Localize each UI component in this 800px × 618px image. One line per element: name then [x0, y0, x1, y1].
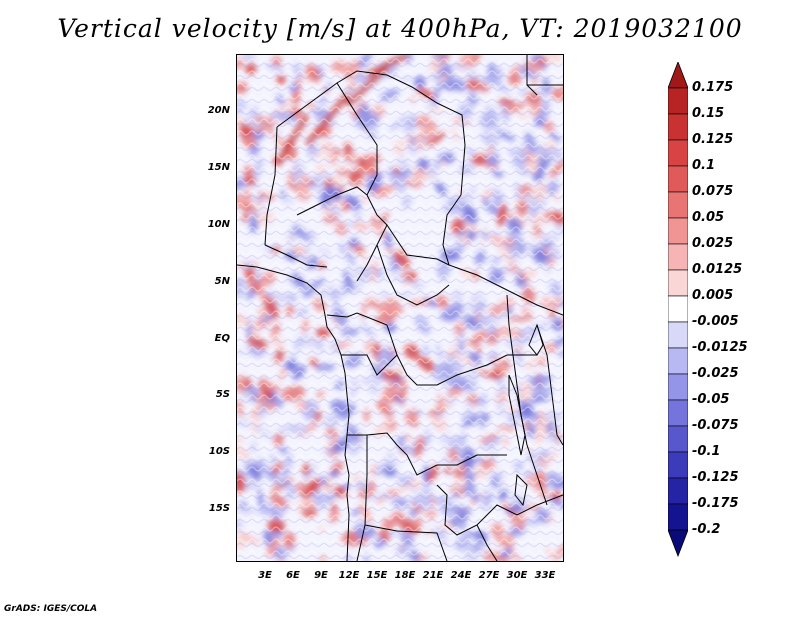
x-tick-label: 15E — [366, 570, 388, 581]
colorbar-label: 0.125 — [692, 132, 734, 147]
map-field — [237, 55, 563, 561]
colorbar-label: -0.175 — [692, 496, 739, 511]
footer-credit: GrADS: IGES/COLA — [4, 604, 98, 614]
colorbar-swatch — [668, 217, 688, 245]
colorbar-swatch — [668, 373, 688, 401]
colorbar-top-arrow — [668, 62, 688, 89]
x-tick-label: 33E — [534, 570, 556, 581]
x-tick-label: 27E — [478, 570, 500, 581]
colorbar-label: -0.005 — [692, 314, 739, 329]
colorbar-swatch — [668, 269, 688, 297]
colorbar-swatch — [668, 425, 688, 453]
x-tick-label: 9E — [314, 570, 328, 581]
velocity-map — [236, 54, 564, 562]
colorbar-swatch — [668, 321, 688, 349]
colorbar-label: 0.025 — [692, 236, 734, 251]
colorbar-swatch — [668, 295, 688, 323]
colorbar-label: -0.05 — [692, 392, 730, 407]
x-tick-label: 3E — [258, 570, 272, 581]
colorbar-swatch — [668, 139, 688, 167]
y-tick-label: 10N — [207, 219, 230, 230]
colorbar-swatch — [668, 399, 688, 427]
x-tick-label: 18E — [394, 570, 416, 581]
y-tick-label: EQ — [214, 333, 230, 344]
colorbar-bottom-arrow — [668, 529, 688, 558]
colorbar-swatch — [668, 347, 688, 375]
x-tick-label: 6E — [286, 570, 300, 581]
colorbar-label: 0.175 — [692, 80, 734, 95]
colorbar-label: -0.075 — [692, 418, 739, 433]
colorbar-label: -0.0125 — [692, 340, 748, 355]
map-title: Vertical velocity [m/s] at 400hPa, VT: 2… — [57, 14, 743, 43]
y-tick-label: 10S — [208, 446, 230, 457]
colorbar-label: 0.05 — [692, 210, 725, 225]
colorbar-label: -0.2 — [692, 522, 721, 537]
x-tick-label: 12E — [338, 570, 360, 581]
colorbar-swatch — [668, 191, 688, 219]
y-tick-label: 20N — [207, 105, 230, 116]
colorbar-swatch — [668, 243, 688, 271]
colorbar-swatch — [668, 503, 688, 531]
colorbar-label: -0.025 — [692, 366, 739, 381]
colorbar-swatch — [668, 87, 688, 115]
y-tick-label: 15S — [208, 503, 230, 514]
colorbar-swatch — [668, 477, 688, 505]
colorbar-label: 0.15 — [692, 106, 725, 121]
colorbar-swatch — [668, 165, 688, 193]
x-tick-label: 24E — [450, 570, 472, 581]
colorbar-label: 0.075 — [692, 184, 734, 199]
y-tick-label: 15N — [207, 162, 230, 173]
colorbar-label: 0.1 — [692, 158, 716, 173]
colorbar-label: -0.125 — [692, 470, 739, 485]
y-tick-label: 5S — [215, 389, 230, 400]
colorbar — [668, 62, 688, 558]
x-tick-label: 21E — [422, 570, 444, 581]
colorbar-label: 0.005 — [692, 288, 734, 303]
colorbar-label: 0.0125 — [692, 262, 743, 277]
colorbar-label: -0.1 — [692, 444, 721, 459]
y-tick-label: 5N — [214, 276, 230, 287]
colorbar-swatch — [668, 113, 688, 141]
colorbar-swatch — [668, 451, 688, 479]
x-tick-label: 30E — [506, 570, 528, 581]
